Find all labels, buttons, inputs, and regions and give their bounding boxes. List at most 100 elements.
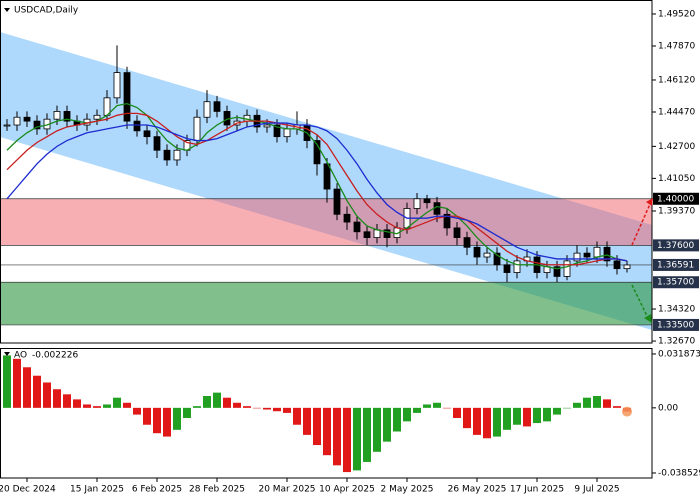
x-tick-label: 26 May 2025 [448,485,507,495]
moving-average [6,102,628,270]
ao-bar [573,402,581,408]
ao-bar [323,407,331,456]
ao-bar [333,407,341,466]
ao-bar [413,407,421,413]
y-tick-label: 1.39370 [658,207,695,217]
candle-body [213,101,221,112]
ao-bar [123,402,131,408]
ao-bar [443,407,451,409]
ao-bar [613,406,621,408]
ao-frame [0,348,653,479]
ao-bar [143,407,151,425]
up-arrow [631,203,651,246]
ao-bar [113,397,121,408]
ao-bar [93,406,101,408]
ao-bar [263,407,271,410]
candle-body [203,101,211,118]
candle-body [383,229,391,238]
y-tick-label: 1.44470 [658,108,695,118]
ao-bar [373,407,381,452]
chart-title: USDCAD,Daily [14,6,79,16]
ao-bar [603,399,611,408]
candle-body [483,252,491,258]
ao-bar [233,402,241,408]
ao-bar [103,404,111,408]
ao-bar [293,407,301,425]
candle-body [13,116,21,126]
ao-bar [593,396,601,408]
ao-bar [493,407,501,437]
zone [0,198,652,246]
candle-body [343,213,351,223]
ao-bar [303,407,311,435]
x-tick-label: 9 Jul 2025 [574,485,619,495]
level-label: 1.40000 [657,194,694,204]
ao-current [622,406,632,417]
overlay: 1.49520 1.47870 1.46120 1.44470 1.42700 1.410… [0,9,700,494]
ao-bar [583,397,591,408]
candle-body [173,149,181,161]
up-arrow-head [646,198,653,206]
candle-body [33,120,41,130]
menu-arrow[interactable] [4,8,10,12]
level-tag [653,239,699,252]
candle-body [623,264,631,270]
ao-bar [183,407,191,418]
candle-body [573,252,581,262]
candle-body [603,246,611,262]
candle-body [613,260,621,270]
level-label: 1.35700 [657,278,694,288]
ao-bar [63,394,71,408]
ao-bar [423,404,431,408]
x-tick-label: 6 Feb 2025 [132,485,182,495]
ao-bar [83,404,91,408]
ao-bar [513,407,521,425]
level-label: 1.33500 [657,320,694,330]
y-tick-label: 1.49520 [658,9,695,19]
ao-bar [503,407,511,430]
y-tick-label: 1.34320 [658,305,695,315]
candle-body [513,260,521,273]
down-arrow-head [644,314,652,323]
ao-bar [383,407,391,442]
y-tick-label: 1.41050 [658,174,695,184]
zone [0,282,652,325]
ao-bar [463,407,471,429]
ao-bar [283,407,291,413]
candle-body [423,198,431,204]
ao-bar [313,407,321,446]
ao-bar [363,407,371,462]
candle-body [283,128,291,138]
ao-bar [343,407,351,473]
y-tick-label: 0.00 [658,403,678,413]
down-arrow [631,284,649,319]
ao-bar [33,375,41,408]
candle-body [63,111,71,122]
candle-body [133,120,141,132]
ao-bar [153,407,161,434]
y-tick-label: 1.47870 [658,42,695,52]
price-plot [0,32,652,330]
candle-body [583,252,591,258]
candle-body [193,116,201,141]
ao-bar [173,407,181,430]
ao-bar [533,407,541,424]
indicator-value: -0.002226 [32,351,78,361]
ao-bar [553,407,561,415]
ao-plot [3,355,632,473]
moving-average [6,122,628,262]
menu-arrow[interactable] [4,352,10,356]
level-tag [653,276,699,289]
ao-bar [523,407,531,427]
x-tick-label: 17 Jun 2025 [510,485,564,495]
x-tick-label: 28 Feb 2025 [189,485,245,495]
ao-bar [453,407,461,418]
x-tick-label: 20 Dec 2024 [0,485,56,495]
candle-body [163,149,171,161]
level-tag [653,192,699,205]
ao-bar [243,406,251,408]
y-tick-label: 1.42700 [658,142,695,152]
candle-body [123,72,131,122]
ao-bar [43,382,51,408]
